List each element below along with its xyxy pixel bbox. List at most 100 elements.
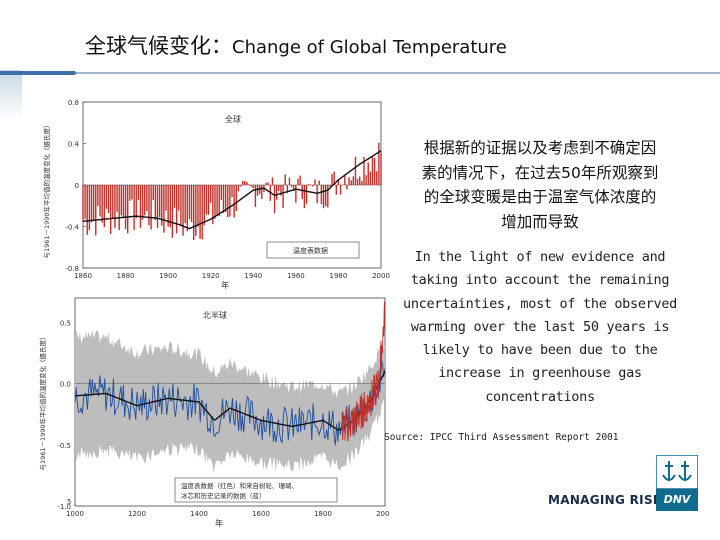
en-line: concentrations — [485, 388, 595, 405]
temperature-bar — [267, 182, 269, 185]
temperature-bar — [152, 185, 154, 201]
temperature-bar — [329, 185, 331, 187]
smoothed-line — [82, 150, 382, 230]
temperature-bar — [248, 184, 250, 185]
temperature-bar — [235, 185, 237, 211]
legend-line-1: 温度表数据（红色）和来自树轮、珊瑚、 — [181, 481, 298, 490]
temperature-bar — [141, 185, 144, 220]
temperature-bar — [261, 185, 263, 199]
temperature-bar — [169, 185, 171, 228]
temperature-bar — [246, 181, 248, 185]
temperature-bar — [350, 180, 352, 185]
temperature-bar — [280, 185, 282, 196]
en-line: likely to have been due to the — [422, 342, 658, 359]
page-number: 5 — [67, 498, 71, 506]
legend-label: 温度表数据 — [293, 246, 328, 255]
temperature-bar — [363, 157, 365, 185]
y-tick-labels: 0.5 0.0 -0.5 -1.0 — [57, 319, 71, 511]
english-statement: In the light of new evidence and taking … — [388, 246, 692, 409]
y-tick-label: 0 — [75, 182, 79, 190]
temperature-bar — [237, 185, 240, 192]
temperature-bar — [129, 185, 131, 201]
temperature-bar — [284, 174, 286, 185]
x-tick-label: 1200 — [128, 510, 146, 518]
y-tick-label: 0.8 — [68, 99, 79, 107]
northern-hemisphere-chart: 0.50.0-0.5-1.0 100012001400160018002000 … — [38, 297, 390, 528]
y-tick-label: 0.4 — [68, 141, 80, 149]
temperature-bar — [133, 185, 135, 231]
proxy-series — [74, 360, 386, 446]
x-tick-label: 1960 — [287, 272, 305, 280]
temperature-bar — [167, 185, 169, 227]
temperature-bar — [305, 185, 308, 204]
temperature-bar — [344, 175, 346, 185]
temperature-bar — [333, 171, 335, 185]
temperature-bar — [131, 185, 133, 200]
en-line: taking into account the remaining — [410, 272, 670, 289]
temperature-bar — [233, 185, 235, 218]
x-axis-label: 年 — [215, 518, 223, 528]
temperature-bar — [120, 185, 123, 216]
x-tick-labels: 1000 1200 1400 1600 1800 2000 — [66, 510, 390, 518]
title-zh: 全球气候变化： — [85, 34, 232, 58]
zh-line: 根据新的证据以及考虑到不确定因 — [423, 139, 657, 157]
temperature-bar — [371, 156, 374, 185]
legend-line-2: 冰芯和历史记录的数据（蓝） — [181, 491, 266, 500]
title-divider — [0, 71, 720, 75]
temperature-bar — [256, 185, 259, 196]
temperature-bar — [310, 184, 312, 186]
temperature-bar — [205, 185, 208, 215]
temperature-bar — [369, 171, 372, 185]
temperature-bar — [254, 185, 257, 208]
smoothed-trend-line — [82, 150, 382, 230]
global-temperature-chart: 0.8 0.4 0 -0.4 -0.8 1860 1880 1900 1920 1940 1960… — [42, 99, 390, 290]
temperature-bar — [380, 152, 382, 185]
temperature-bar — [331, 174, 333, 185]
temperature-bar — [222, 185, 225, 213]
temperature-bar — [199, 185, 201, 239]
y-tick-label: -0.5 — [57, 442, 71, 450]
temperature-bar — [337, 180, 340, 185]
temperature-bar — [293, 185, 295, 191]
zh-line: 素的情况下，在过去50年所观察到 — [421, 163, 659, 182]
x-tick-label: 1940 — [244, 272, 262, 280]
chart-title: 全球 — [225, 114, 241, 124]
temperature-bar — [171, 185, 174, 238]
y-tick-label: 0.0 — [60, 381, 71, 389]
x-tick-label: 1800 — [314, 510, 332, 518]
temperature-bar — [165, 185, 167, 211]
temperature-bar — [320, 185, 323, 205]
y-tick-label: -0.4 — [65, 224, 79, 232]
y-tick-label: 0.5 — [60, 319, 71, 327]
temperature-bar — [101, 185, 103, 223]
bar-series — [82, 142, 382, 240]
temperature-bar — [295, 185, 297, 203]
x-tick-label: 1920 — [202, 272, 220, 280]
temperature-bar — [186, 185, 188, 232]
source-citation: Source: IPCC Third Assessment Report 200… — [384, 432, 619, 443]
temperature-bar — [252, 185, 254, 189]
y-tick-label: -0.8 — [65, 265, 79, 273]
en-line: In the light of new evidence and — [414, 249, 666, 265]
x-tick-label: 2000 — [376, 510, 390, 518]
temperature-bar — [216, 185, 218, 216]
temperature-bar — [324, 185, 327, 206]
temperature-bar — [203, 185, 206, 226]
title-en: Change of Global Temperature — [232, 37, 507, 58]
temperature-bar — [271, 177, 274, 185]
smoothed-line — [74, 371, 386, 431]
uncertainty-band — [75, 330, 385, 473]
side-accent — [0, 70, 22, 120]
temperature-bar — [241, 180, 244, 185]
temperature-bar — [114, 185, 116, 228]
x-tick-label: 1880 — [117, 272, 135, 280]
instrumental-line — [341, 301, 386, 442]
temperature-bar — [116, 185, 118, 212]
temperature-bar — [107, 185, 110, 214]
temperature-bar — [361, 181, 363, 185]
chart-title: 北半球 — [203, 310, 227, 320]
temperature-bar — [210, 185, 212, 203]
x-tick-label: 1600 — [252, 510, 270, 518]
temperature-bar — [201, 185, 203, 240]
legend-box: 温度表数据（红色）和来自树轮、珊瑚、 冰芯和历史记录的数据（蓝） — [174, 477, 338, 503]
